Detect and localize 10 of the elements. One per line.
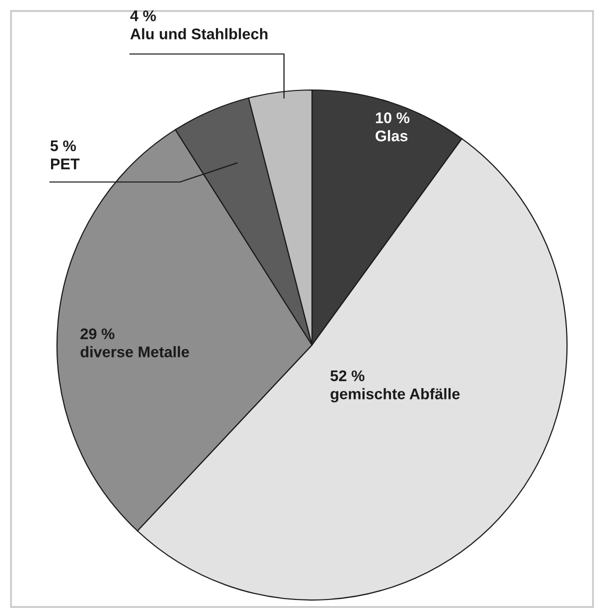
slice-label: Alu und Stahlblech [130, 28, 268, 40]
data-label: 5 % [50, 140, 76, 152]
data-label: 52 % [330, 370, 364, 382]
slice-label: gemischte Abfälle [330, 388, 460, 402]
slice-label: diverse Metalle [80, 346, 190, 358]
data-label: 10 % [376, 112, 410, 124]
data-label: 4 % [130, 10, 156, 22]
data-label: 29 % [80, 328, 114, 340]
slice-label: PET [51, 158, 80, 170]
slice-label: Glas [376, 130, 408, 142]
